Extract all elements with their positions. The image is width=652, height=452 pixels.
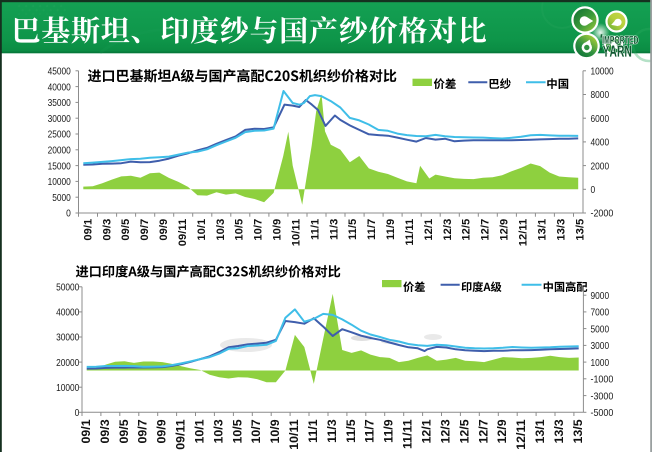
svg-text:12/3: 12/3	[438, 419, 452, 443]
svg-text:2000: 2000	[591, 161, 610, 172]
svg-text:10/3: 10/3	[211, 419, 225, 443]
svg-text:13/5: 13/5	[571, 419, 585, 443]
svg-text:11/3: 11/3	[325, 419, 339, 443]
svg-text:12/7: 12/7	[480, 219, 492, 241]
svg-text:10/1: 10/1	[193, 419, 207, 443]
svg-text:-1000: -1000	[591, 375, 614, 386]
svg-text:30000: 30000	[56, 333, 79, 344]
svg-text:12/9: 12/9	[495, 419, 509, 443]
svg-text:09/5: 09/5	[117, 419, 131, 443]
svg-text:4000: 4000	[591, 138, 610, 149]
svg-text:09/3: 09/3	[98, 419, 112, 443]
svg-text:1000: 1000	[591, 358, 610, 369]
svg-text:13/3: 13/3	[555, 219, 567, 241]
svg-text:11/11: 11/11	[401, 419, 415, 449]
svg-text:6000: 6000	[591, 114, 610, 125]
svg-text:10000: 10000	[48, 177, 71, 188]
svg-text:09/7: 09/7	[136, 419, 150, 443]
svg-text:45000: 45000	[48, 67, 71, 78]
svg-text:10000: 10000	[591, 67, 614, 78]
svg-text:8000: 8000	[591, 90, 610, 101]
svg-text:10/7: 10/7	[249, 419, 263, 443]
svg-text:20000: 20000	[48, 146, 71, 157]
svg-text:09/9: 09/9	[158, 219, 170, 241]
svg-text:10/3: 10/3	[215, 219, 227, 241]
svg-text:15000: 15000	[48, 161, 71, 172]
svg-text:11/9: 11/9	[385, 219, 397, 240]
svg-text:12/3: 12/3	[442, 219, 454, 241]
svg-text:10/5: 10/5	[234, 219, 246, 241]
svg-text:50000: 50000	[56, 283, 79, 294]
svg-text:10/5: 10/5	[230, 419, 244, 443]
svg-text:-2000: -2000	[591, 209, 614, 220]
svg-text:11/5: 11/5	[347, 219, 359, 240]
svg-text:5000: 5000	[52, 193, 71, 204]
svg-text:0: 0	[591, 185, 596, 196]
svg-text:11/1: 11/1	[306, 419, 320, 443]
svg-text:09/9: 09/9	[155, 419, 169, 443]
svg-text:11/9: 11/9	[382, 419, 396, 443]
svg-text:25000: 25000	[48, 130, 71, 141]
svg-text:11/7: 11/7	[366, 219, 378, 240]
svg-text:10/7: 10/7	[253, 219, 265, 241]
svg-text:09/1: 09/1	[79, 419, 93, 443]
svg-text:11/7: 11/7	[363, 419, 377, 443]
svg-text:10/9: 10/9	[268, 419, 282, 443]
svg-text:12/9: 12/9	[499, 219, 511, 241]
svg-text:9000: 9000	[591, 291, 610, 302]
svg-text:40000: 40000	[56, 308, 79, 319]
svg-text:11/1: 11/1	[309, 219, 321, 240]
svg-text:12/11: 12/11	[518, 219, 530, 246]
svg-text:7000: 7000	[591, 308, 610, 319]
svg-text:09/7: 09/7	[139, 219, 151, 241]
svg-text:10000: 10000	[56, 383, 79, 394]
svg-text:40000: 40000	[48, 82, 71, 93]
svg-text:11/3: 11/3	[328, 219, 340, 240]
svg-text:09/5: 09/5	[120, 219, 132, 241]
svg-text:0: 0	[75, 408, 80, 419]
svg-text:12/1: 12/1	[423, 219, 435, 241]
svg-text:30000: 30000	[48, 114, 71, 125]
svg-text:12/11: 12/11	[514, 419, 528, 449]
svg-text:13/5: 13/5	[574, 219, 586, 241]
svg-text:13/1: 13/1	[536, 219, 548, 241]
svg-text:10/9: 10/9	[272, 219, 284, 241]
svg-text:12/1: 12/1	[420, 419, 434, 443]
svg-text:13/1: 13/1	[533, 419, 547, 443]
svg-text:3000: 3000	[591, 341, 610, 352]
svg-text:10/1: 10/1	[196, 219, 208, 241]
svg-text:09/1: 09/1	[82, 219, 94, 241]
svg-text:13/3: 13/3	[552, 419, 566, 443]
svg-text:20000: 20000	[56, 358, 79, 369]
svg-text:0: 0	[66, 209, 71, 220]
svg-text:-3000: -3000	[591, 391, 614, 402]
svg-text:12/5: 12/5	[457, 419, 471, 443]
svg-text:09/3: 09/3	[101, 219, 113, 241]
svg-text:09/11: 09/11	[174, 419, 188, 449]
svg-text:11/11: 11/11	[404, 219, 416, 246]
svg-text:10/11: 10/11	[291, 219, 303, 246]
svg-text:5000: 5000	[591, 324, 610, 335]
svg-text:09/11: 09/11	[177, 219, 189, 246]
svg-text:35000: 35000	[48, 98, 71, 109]
svg-text:10/11: 10/11	[287, 419, 301, 449]
svg-text:12/7: 12/7	[476, 419, 490, 443]
svg-text:12/5: 12/5	[461, 219, 473, 241]
svg-text:-5000: -5000	[591, 408, 614, 419]
svg-text:11/5: 11/5	[344, 419, 358, 443]
